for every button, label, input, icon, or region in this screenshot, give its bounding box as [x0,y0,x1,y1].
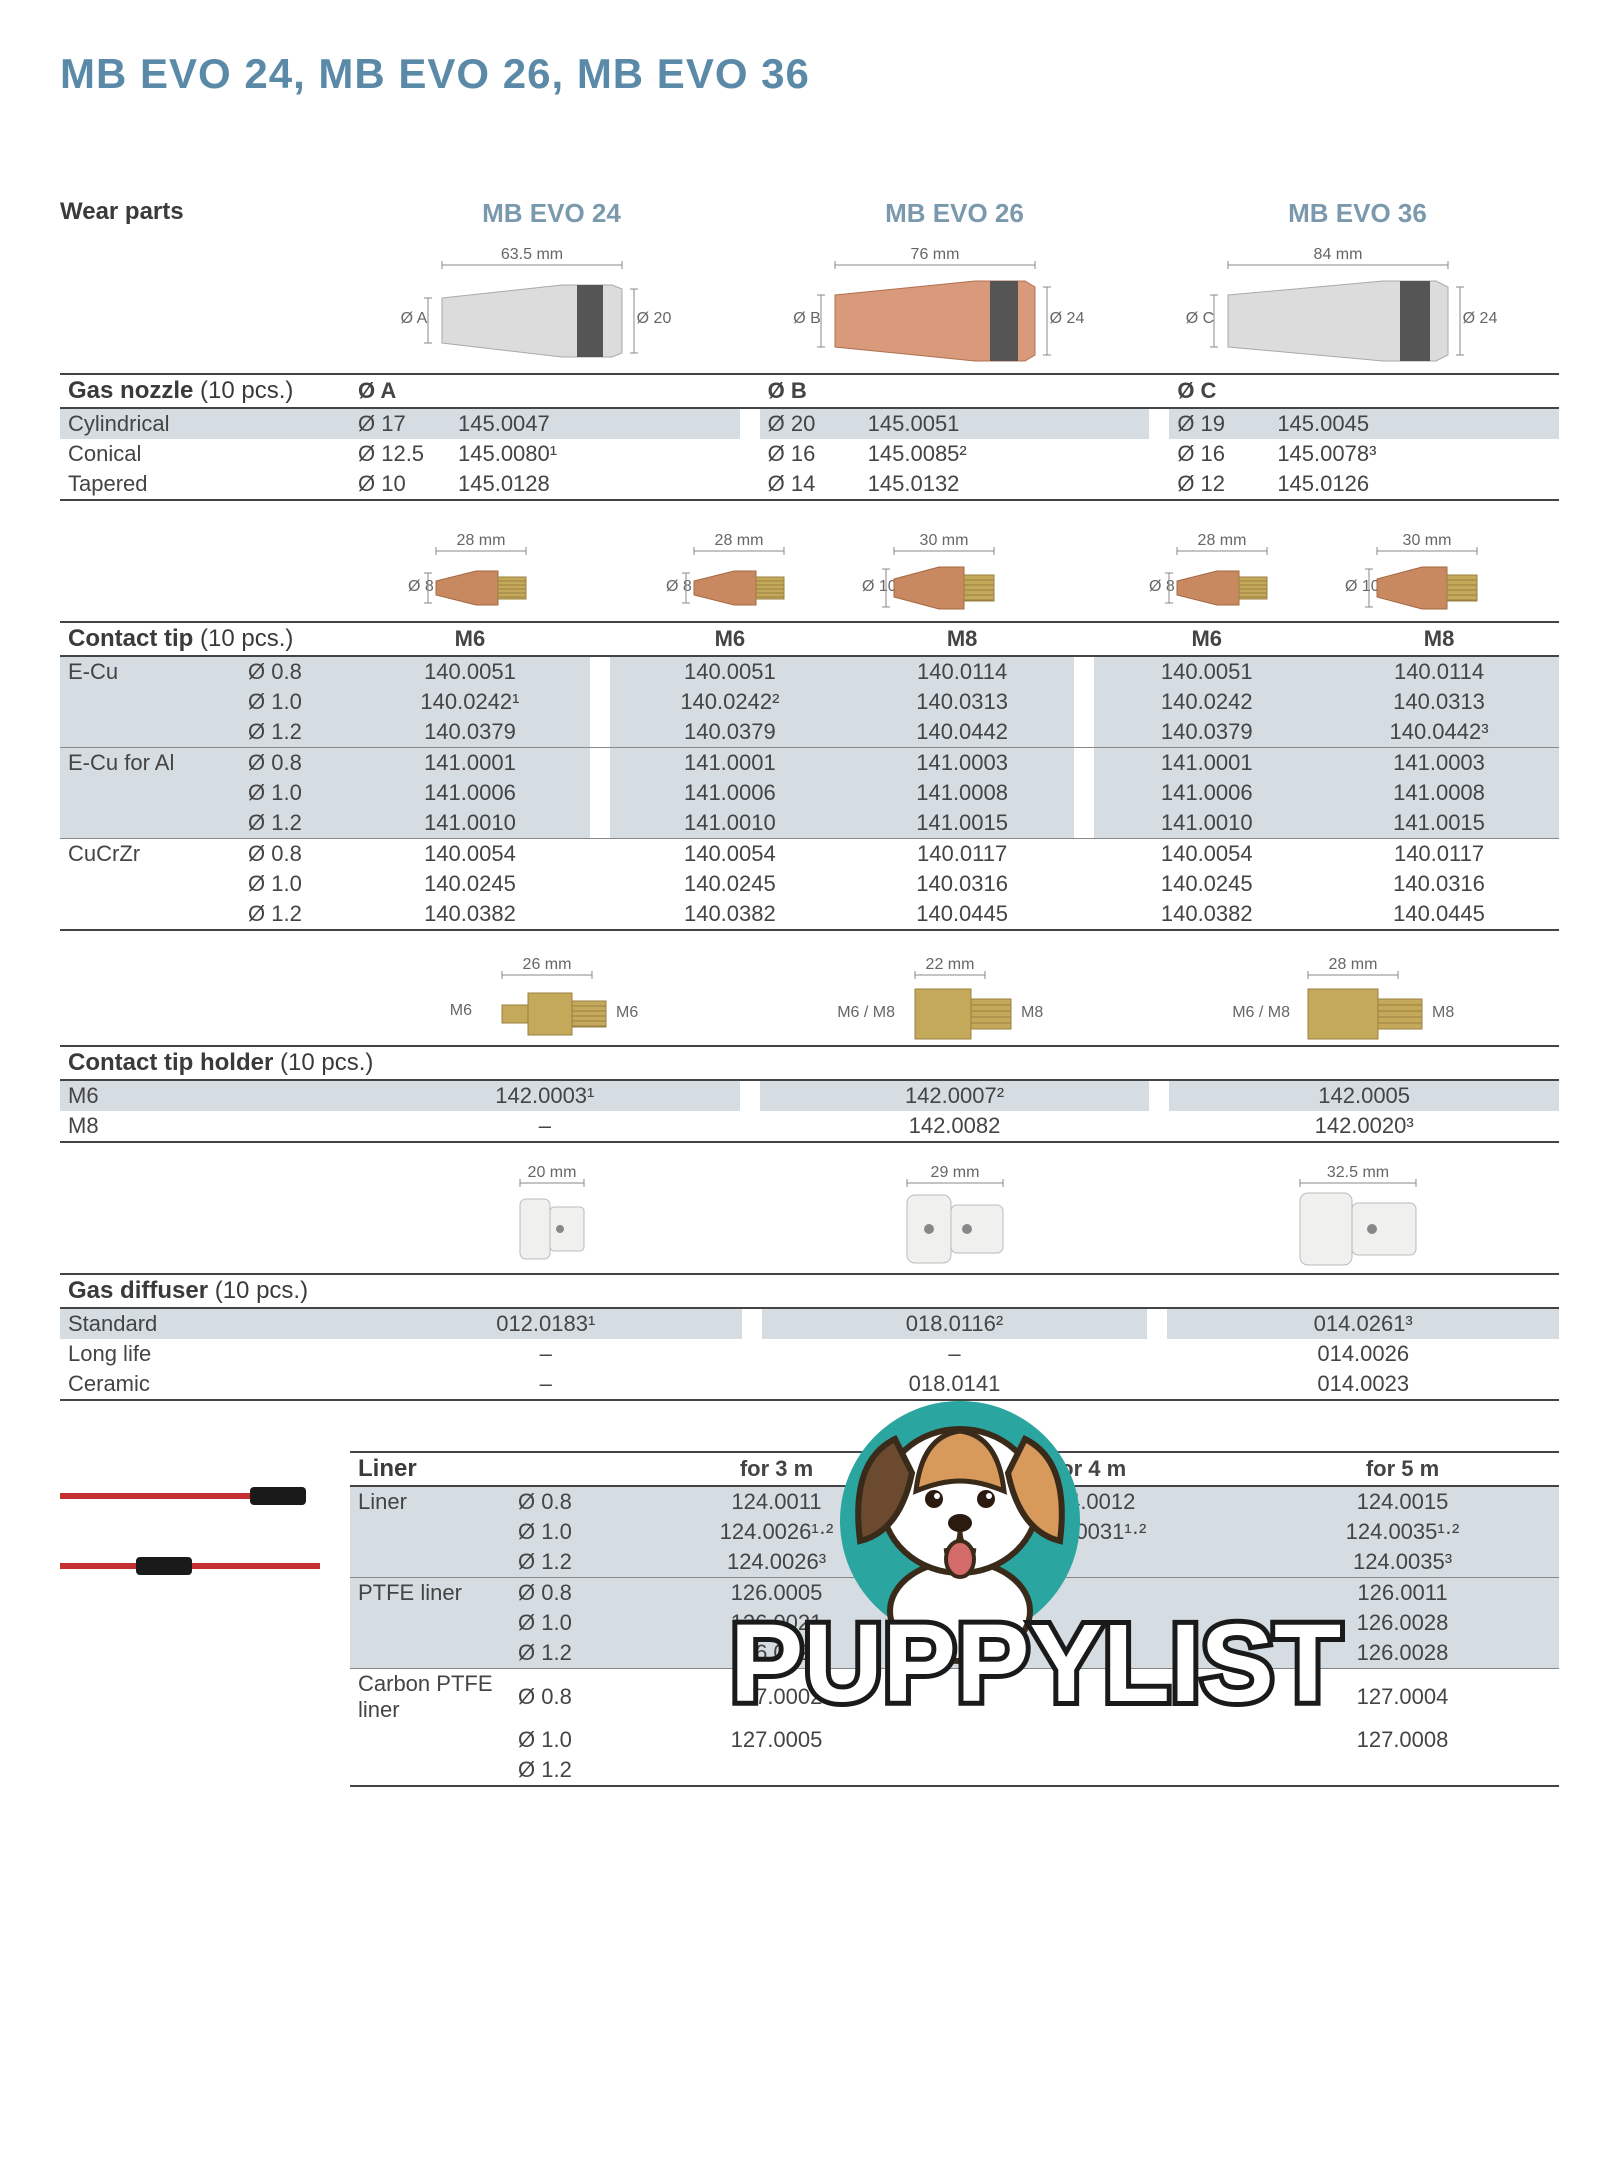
svg-text:Ø B: Ø B [793,310,821,327]
model-heading-36: MB EVO 36 [1156,198,1559,229]
svg-text:M8: M8 [1021,1004,1043,1021]
table-row: Ø 1.0126.0021126.0028 [350,1608,1559,1638]
table-row: Conical Ø 12.5145.0080¹ Ø 16145.0085² Ø … [60,439,1559,469]
holder-diagrams-row: 26 mm M6 M6 22 mm M6 / M8 M8 28 mm M6 / … [60,955,1559,1045]
svg-text:26 mm: 26 mm [522,956,571,973]
svg-text:28 mm: 28 mm [1328,956,1377,973]
liner-table: Liner for 3 m for 4 m for 5 m LinerØ 0.8… [350,1451,1559,1787]
svg-text:32.5 mm: 32.5 mm [1326,1164,1388,1181]
svg-text:22 mm: 22 mm [925,956,974,973]
svg-text:Ø C: Ø C [1185,310,1213,327]
table-row: Long life – – 014.0026 [60,1339,1559,1369]
gas-nozzle-hdr-b: Ø B [760,374,1150,408]
contact-tip-table: Contact tip (10 pcs.) M6 M6 M8 M6 M8 E-C… [60,621,1559,931]
gas-diffuser-table: Gas diffuser (10 pcs.) Standard 012.0183… [60,1273,1559,1401]
diffuser-diagram-3: 32.5 mm [1258,1163,1458,1273]
nozzle-diagram-36: 84 mm Ø C Ø 24 [1168,243,1548,373]
svg-text:84 mm: 84 mm [1313,246,1362,263]
table-row: Tapered Ø 10145.0128 Ø 14145.0132 Ø 1214… [60,469,1559,500]
svg-text:Ø 24: Ø 24 [1462,310,1497,327]
table-row: Ø 1.2124.0026³124.0035³ [350,1547,1559,1578]
svg-text:Ø 10: Ø 10 [862,578,897,595]
svg-text:Ø 8: Ø 8 [1149,578,1175,595]
table-row: Ø 1.0141.0006141.0006141.0008141.0006141… [60,778,1559,808]
svg-text:Ø 8: Ø 8 [666,578,692,595]
table-row: Ceramic – 018.0141 014.0023 [60,1369,1559,1400]
svg-text:M8: M8 [1432,1004,1454,1021]
table-row: Ø 1.2140.0379140.0379140.0442140.0379140… [60,717,1559,748]
tip-diagram-5: 30 mm Ø 10 [1327,531,1507,621]
liner-label: Liner [358,1455,417,1482]
tip-holder-table: Contact tip holder (10 pcs.) M6 142.0003… [60,1045,1559,1143]
svg-text:M6 / M8: M6 / M8 [1232,1004,1290,1021]
gas-nozzle-label: Gas nozzle (10 pcs.) [68,377,293,404]
model-header-row: Wear parts MB EVO 24 MB EVO 26 MB EVO 36 [60,198,1559,229]
page-title: MB EVO 24, MB EVO 26, MB EVO 36 [60,50,1559,98]
table-row: E-CuØ 0.8140.0051140.0051140.0114140.005… [60,656,1559,687]
svg-text:28 mm: 28 mm [456,532,505,549]
svg-text:30 mm: 30 mm [1403,532,1452,549]
table-row: Ø 1.0140.0245140.0245140.0316140.0245140… [60,869,1559,899]
table-row: Ø 1.2140.0382140.0382140.0445140.0382140… [60,899,1559,930]
model-heading-24: MB EVO 24 [350,198,753,229]
table-row: Ø 1.2 [350,1755,1559,1786]
table-row: PTFE linerØ 0.8126.0005126.0011 [350,1578,1559,1609]
table-row: Ø 1.2141.0010141.0010141.0015141.0010141… [60,808,1559,839]
svg-text:Ø A: Ø A [400,310,427,327]
tip-diagram-3: 30 mm Ø 10 [844,531,1024,621]
gas-nozzle-hdr-c: Ø C [1169,374,1559,408]
diffuser-diagrams-row: 20 mm 29 mm 32.5 mm [60,1163,1559,1273]
liner-section: Liner for 3 m for 4 m for 5 m LinerØ 0.8… [60,1451,1559,1787]
liner-images [60,1451,350,1787]
svg-text:28 mm: 28 mm [1198,532,1247,549]
table-row: Ø 1.0127.0005127.0008 [350,1725,1559,1755]
holder-diagram-3: 28 mm M6 / M8 M8 [1208,955,1508,1045]
svg-text:76 mm: 76 mm [910,246,959,263]
liner-icon-1 [60,1481,320,1511]
tip-diagram-4: 28 mm Ø 8 [1127,531,1297,621]
gas-diffuser-label: Gas diffuser (10 pcs.) [68,1277,308,1304]
table-row: Standard 012.0183¹ 018.0116² 014.0261³ [60,1308,1559,1339]
holder-diagram-2: 22 mm M6 / M8 M8 [815,955,1095,1045]
tip-diagram-1: 28 mm Ø 8 [386,531,556,621]
nozzle-diagrams-row: 63.5 mm Ø A Ø 20 76 mm Ø B Ø 24 84 mm [60,243,1559,373]
table-row: Ø 1.0140.0242¹140.0242²140.0313140.02421… [60,687,1559,717]
svg-text:M6: M6 [449,1002,471,1019]
table-row: M6 142.0003¹ 142.0007² 142.0005 [60,1080,1559,1111]
nozzle-diagram-26: 76 mm Ø B Ø 24 [775,243,1135,373]
diffuser-diagram-1: 20 mm [472,1163,632,1273]
table-row: Carbon PTFE linerØ 0.8127.0002127.0004 [350,1669,1559,1726]
model-heading-26: MB EVO 26 [753,198,1156,229]
table-row: CuCrZrØ 0.8140.0054140.0054140.0117140.0… [60,839,1559,870]
diffuser-diagram-2: 29 mm [865,1163,1045,1273]
wear-parts-label: Wear parts [60,198,350,226]
holder-diagram-1: 26 mm M6 M6 [432,955,672,1045]
contact-tip-label: Contact tip (10 pcs.) [68,625,293,652]
svg-text:63.5 mm: 63.5 mm [500,246,562,263]
svg-text:30 mm: 30 mm [919,532,968,549]
svg-text:Ø 20: Ø 20 [636,310,671,327]
gas-nozzle-table: Gas nozzle (10 pcs.) Ø A Ø B Ø C Cylindr… [60,373,1559,501]
svg-text:Ø 10: Ø 10 [1345,578,1380,595]
nozzle-diagram-24: 63.5 mm Ø A Ø 20 [382,243,722,373]
table-row: Cylindrical Ø 17145.0047 Ø 20145.0051 Ø … [60,408,1559,439]
svg-text:20 mm: 20 mm [527,1164,576,1181]
table-row: Ø 1.2126.0021126.0028 [350,1638,1559,1669]
svg-text:M6 / M8: M6 / M8 [837,1004,895,1021]
svg-text:29 mm: 29 mm [930,1164,979,1181]
gas-nozzle-hdr-a: Ø A [350,374,740,408]
contact-tip-diagrams-row: 28 mm Ø 8 28 mm Ø 8 30 mm Ø 10 [60,531,1559,621]
svg-text:Ø 8: Ø 8 [408,578,434,595]
table-row: Ø 1.0124.0026¹·²124.0031¹·²124.0035¹·² [350,1517,1559,1547]
tip-diagram-2: 28 mm Ø 8 [644,531,814,621]
svg-text:Ø 24: Ø 24 [1049,310,1084,327]
tip-holder-label: Contact tip holder (10 pcs.) [68,1049,373,1076]
svg-text:28 mm: 28 mm [714,532,763,549]
liner-icon-2 [60,1551,320,1581]
svg-text:M6: M6 [616,1004,638,1021]
table-row: LinerØ 0.8124.0011124.0012124.0015 [350,1486,1559,1517]
table-row: E-Cu for AlØ 0.8141.0001141.0001141.0003… [60,748,1559,779]
table-row: M8 – 142.0082 142.0020³ [60,1111,1559,1142]
